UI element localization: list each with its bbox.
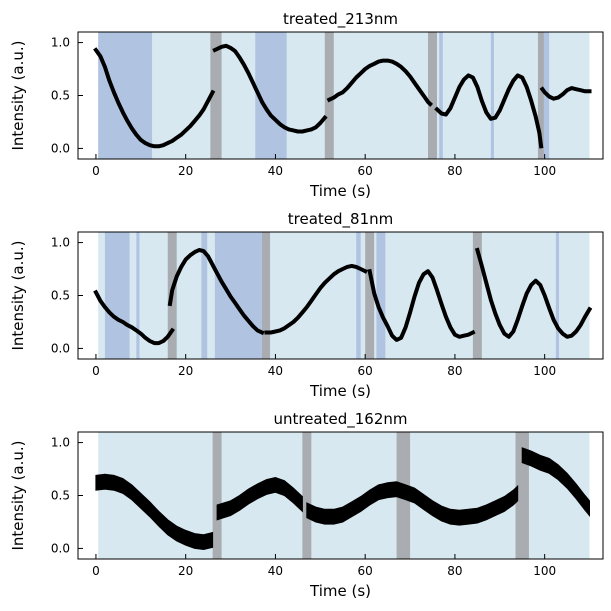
y-axis-label: Intensity (a.u.) <box>9 441 27 551</box>
x-tick-label: 20 <box>178 364 193 378</box>
band-gray <box>537 32 544 159</box>
y-tick-label: 0.5 <box>51 289 70 303</box>
band-gray <box>212 432 222 559</box>
band-medium <box>376 232 386 359</box>
x-tick-label: 100 <box>533 564 556 578</box>
y-tick-label: 1.0 <box>51 36 70 50</box>
y-tick-label: 0.0 <box>51 541 70 555</box>
x-tick-label: 0 <box>92 564 100 578</box>
x-tick-label: 60 <box>358 164 373 178</box>
series-line <box>212 43 328 134</box>
band-gray <box>302 432 312 559</box>
band-medium <box>136 232 140 359</box>
band-medium <box>439 32 443 159</box>
x-tick-label: 100 <box>533 364 556 378</box>
band-gray <box>324 32 334 159</box>
chart-title: treated_81nm <box>288 210 393 229</box>
panel-untreated-162nm: 0 20 40 60 80 100 0.0 0.5 1.0 untreated_162nm Time… <box>9 410 604 600</box>
x-axis-label: Time (s) <box>309 182 371 200</box>
y-tick-label: 0.0 <box>51 341 70 355</box>
y-tick-label: 0.5 <box>51 89 70 103</box>
band-medium <box>201 232 208 359</box>
y-axis-label: Intensity (a.u.) <box>9 41 27 151</box>
x-tick-label: 40 <box>268 364 283 378</box>
x-tick-label: 80 <box>447 164 462 178</box>
series-noise-band <box>521 447 590 517</box>
band-medium <box>356 232 361 359</box>
x-tick-label: 20 <box>178 164 193 178</box>
series-line <box>93 289 175 346</box>
x-axis-label: Time (s) <box>309 582 371 600</box>
y-tick-label: 1.0 <box>51 236 70 250</box>
series-line <box>326 58 434 107</box>
x-tick-label: 60 <box>358 564 373 578</box>
series-noise-band <box>216 476 303 521</box>
y-tick-label: 0.5 <box>51 489 70 503</box>
x-tick-label: 0 <box>92 164 100 178</box>
series-line <box>367 268 476 342</box>
series-line <box>434 73 544 149</box>
band-medium <box>540 32 550 159</box>
y-tick-label: 0.0 <box>51 141 70 155</box>
band-gray <box>210 32 222 159</box>
band-medium <box>555 232 560 359</box>
series-noise-band <box>306 481 519 526</box>
series-line <box>167 248 265 336</box>
x-tick-label: 0 <box>92 364 100 378</box>
series-noise-band <box>95 473 214 551</box>
x-tick-label: 40 <box>268 564 283 578</box>
x-tick-label: 80 <box>447 564 462 578</box>
series-line <box>264 263 368 335</box>
series-line <box>93 47 216 149</box>
panel-treated-213nm: 0 20 40 60 80 100 0.0 0.5 1.0 treated_213nm Time (… <box>9 10 604 200</box>
chart-title: treated_213nm <box>283 10 398 29</box>
band-gray <box>472 232 482 359</box>
panel-treated-81nm: 0 20 40 60 80 100 0.0 0.5 1.0 treated_81nm Time (s… <box>9 210 604 400</box>
band-medium <box>490 32 494 159</box>
band-medium <box>214 232 262 359</box>
band-medium <box>98 32 153 159</box>
series-line <box>539 86 592 101</box>
x-tick-label: 100 <box>533 164 556 178</box>
x-axis-label: Time (s) <box>309 382 371 400</box>
series-line <box>474 247 593 339</box>
band-gray <box>365 232 375 359</box>
x-tick-label: 60 <box>358 364 373 378</box>
x-tick-label: 80 <box>447 364 462 378</box>
x-tick-label: 40 <box>268 164 283 178</box>
x-tick-label: 20 <box>178 564 193 578</box>
y-tick-label: 1.0 <box>51 436 70 450</box>
band-gray <box>261 232 271 359</box>
y-axis-label: Intensity (a.u.) <box>9 241 27 351</box>
chart-title: untreated_162nm <box>273 410 407 429</box>
band-gray <box>428 32 437 159</box>
band-medium <box>104 232 130 359</box>
